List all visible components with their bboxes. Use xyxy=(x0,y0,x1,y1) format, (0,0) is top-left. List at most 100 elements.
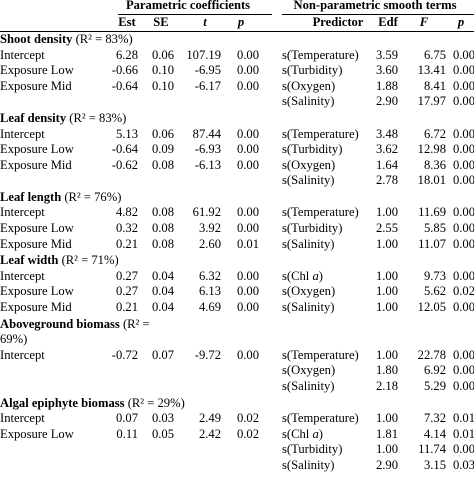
section-title: Algal epiphyte biomass (R² = 29%) xyxy=(0,396,185,410)
F-value: 17.97 xyxy=(417,94,446,109)
p2-value: 0.00 xyxy=(452,157,474,172)
predictor-prefix: s(Chl xyxy=(282,426,313,441)
est-value: 5.13 xyxy=(115,126,138,141)
t-value: -6.95 xyxy=(194,63,221,78)
edf-value: 3.59 xyxy=(375,47,398,62)
section-r2: (R² = 71%) xyxy=(58,253,119,268)
se-value: 0.03 xyxy=(151,411,174,426)
p-value: 0.00 xyxy=(236,347,259,362)
edf-value: 2.55 xyxy=(375,221,398,235)
p-value: 0.00 xyxy=(236,299,259,314)
edf-value: 1.00 xyxy=(375,284,398,299)
se-value: 0.04 xyxy=(151,284,174,299)
predictor-name: s(Oxygen) xyxy=(282,363,336,378)
est-value: -0.64 xyxy=(111,142,138,157)
p-value: 0.01 xyxy=(236,236,259,251)
col-p: p xyxy=(237,15,245,29)
section-r2: (R² = 83%) xyxy=(72,32,133,46)
p2-value: 0.00 xyxy=(452,205,474,220)
t-value: -6.93 xyxy=(194,142,221,157)
p2-value: 0.00 xyxy=(452,63,474,78)
section-title-name: Leaf width xyxy=(0,253,59,268)
edf-value: 2.78 xyxy=(375,173,398,188)
est-value: 0.27 xyxy=(115,284,138,299)
row-label: Intercept xyxy=(0,47,45,62)
p2-value: 0.01 xyxy=(452,426,474,441)
p2-value: 0.00 xyxy=(452,126,474,141)
t-value: 107.19 xyxy=(186,47,221,62)
se-value: 0.09 xyxy=(151,142,174,157)
p-value: 0.02 xyxy=(236,411,259,426)
row-label: Exposure Mid xyxy=(0,157,72,172)
predictor-name: s(Temperature) xyxy=(282,411,359,426)
p-value: 0.00 xyxy=(236,63,259,78)
row-label: Intercept xyxy=(0,268,45,283)
row-label: Exposure Low xyxy=(0,63,74,78)
est-value: 0.21 xyxy=(115,236,138,251)
header-rule-bottom xyxy=(0,31,474,32)
est-value: 0.11 xyxy=(116,426,138,441)
col-F: F xyxy=(419,15,429,29)
row-label: Exposure Mid xyxy=(0,78,72,93)
p2-value: 0.00 xyxy=(452,236,474,251)
se-value: 0.04 xyxy=(151,268,174,283)
p2-value: 0.00 xyxy=(452,378,474,393)
section-title: Shoot density (R² = 83%) xyxy=(0,32,133,46)
se-value: 0.04 xyxy=(151,299,174,314)
predictor-name: s(Turbidity) xyxy=(282,142,343,157)
predictor-suffix: ) xyxy=(318,426,323,441)
edf-value: 1.00 xyxy=(375,299,398,314)
est-value: -0.72 xyxy=(111,347,138,362)
p2-value: 0.00 xyxy=(452,363,474,378)
predictor-name: s(Chl a) xyxy=(282,427,323,441)
edf-value: 2.90 xyxy=(375,94,398,109)
predictor-italic: a xyxy=(312,426,319,441)
predictor-name: s(Salinity) xyxy=(282,94,335,109)
edf-value: 2.18 xyxy=(375,378,398,393)
edf-value: 2.90 xyxy=(375,457,398,472)
predictor-name: s(Turbidity) xyxy=(282,63,343,78)
predictor-name: s(Chl a) xyxy=(282,269,323,283)
F-value: 6.92 xyxy=(423,363,446,378)
p2-value: 0.02 xyxy=(452,284,474,299)
se-value: 0.07 xyxy=(151,347,174,362)
row-label: Intercept xyxy=(0,411,45,426)
p-value: 0.02 xyxy=(236,426,259,441)
se-value: 0.08 xyxy=(151,221,174,235)
p2-value: 0.00 xyxy=(452,268,474,283)
edf-value: 1.00 xyxy=(375,268,398,283)
est-value: -0.62 xyxy=(111,157,138,172)
section-title: Leaf length (R² = 76%) xyxy=(0,190,121,204)
p2-value: 0.01 xyxy=(452,411,474,426)
section-r2-cont: 69%) xyxy=(0,332,28,347)
edf-value: 1.80 xyxy=(375,363,398,378)
edf-value: 1.00 xyxy=(375,411,398,426)
predictor-name: s(Salinity) xyxy=(282,378,335,393)
p2-value: 0.00 xyxy=(452,142,474,157)
section-title-name: Shoot density xyxy=(0,32,73,46)
se-value: 0.08 xyxy=(151,205,174,220)
t-value: 6.13 xyxy=(198,284,221,299)
t-value: 2.49 xyxy=(198,411,221,426)
est-value: 6.28 xyxy=(115,47,138,62)
F-value: 4.14 xyxy=(423,426,446,441)
predictor-name: s(Salinity) xyxy=(282,236,335,251)
predictor-name: s(Oxygen) xyxy=(282,284,336,299)
se-value: 0.08 xyxy=(151,157,174,172)
edf-value: 1.00 xyxy=(375,442,398,457)
se-value: 0.06 xyxy=(151,47,174,62)
edf-value: 1.81 xyxy=(375,426,398,441)
F-value: 5.85 xyxy=(423,221,446,235)
predictor-name: s(Salinity) xyxy=(282,173,335,188)
col-p2: p xyxy=(457,15,465,29)
se-value: 0.10 xyxy=(151,78,174,93)
nonparametric-header: Non-parametric smooth terms xyxy=(293,0,457,12)
row-label: Exposure Low xyxy=(0,284,74,299)
p2-value: 0.00 xyxy=(452,47,474,62)
header-rule-right xyxy=(282,14,474,15)
F-value: 9.73 xyxy=(423,268,446,283)
p2-value: 0.00 xyxy=(452,221,474,235)
t-value: 6.32 xyxy=(198,268,221,283)
F-value: 11.69 xyxy=(418,205,446,220)
est-value: -0.66 xyxy=(111,63,138,78)
